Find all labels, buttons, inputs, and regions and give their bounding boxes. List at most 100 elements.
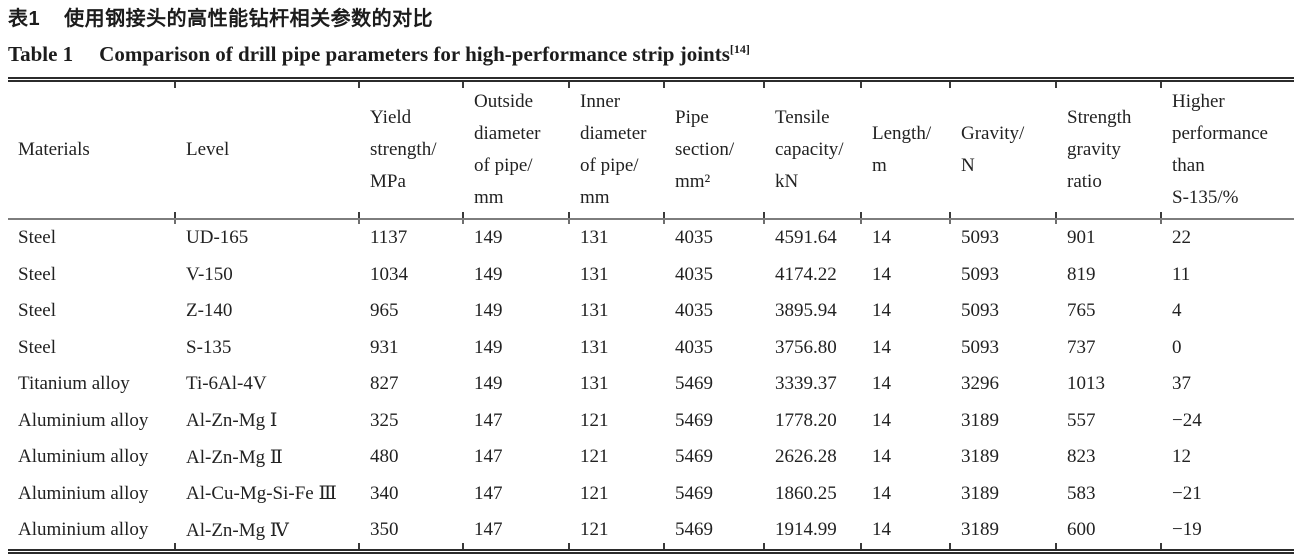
cell-higher-performance: 12 xyxy=(1172,446,1191,468)
header-line: kN xyxy=(775,171,799,192)
header-line: Tensile xyxy=(775,107,830,128)
cell-higher-performance: 37 xyxy=(1172,373,1191,395)
cell-strength-gravity-ratio: 583 xyxy=(1067,482,1096,504)
cell-yield-strength: 965 xyxy=(370,300,399,322)
cell-length: 14 xyxy=(872,409,891,431)
cell-strength-gravity-ratio: 819 xyxy=(1067,263,1096,285)
header-line: Inner xyxy=(580,91,621,112)
cell-higher-performance: 22 xyxy=(1160,219,1294,257)
cell-materials: Steel xyxy=(18,263,56,285)
column-header-higher-performance: Higher performance than S-135/% xyxy=(1160,77,1294,220)
cell-outside-diameter: 149 xyxy=(474,300,503,322)
cell-gravity: 3189 xyxy=(961,409,999,431)
drill-pipe-parameters-table: Materials Level Yield strength/MPa Outside di… xyxy=(8,77,1294,554)
cell-yield-strength: 1034 xyxy=(370,263,408,285)
cell-inner-diameter: 131 xyxy=(580,300,609,322)
cell-length: 14 xyxy=(872,300,891,322)
table-row: Aluminium alloy Al-Cu-Mg-Si-Fe Ⅲ 340 147 121… xyxy=(8,476,1294,513)
table-row: Aluminium alloy Al-Zn-Mg Ⅱ 480 147 121 5469 26… xyxy=(8,439,1294,476)
table-header: Materials Level Yield strength/MPa Outside di… xyxy=(8,77,1294,220)
table-row: Steel Z-140 965 149 131 4035 3895.94 14 5093 765 4 xyxy=(8,293,1294,330)
cell-tensile-capacity: 1778.20 xyxy=(775,409,837,431)
cell-higher-performance: 0 xyxy=(1172,336,1182,358)
cell-yield-strength: 340 xyxy=(370,482,399,504)
cell-length: 14 xyxy=(872,336,891,358)
column-header-materials: Materials xyxy=(8,77,174,220)
cell-outside-diameter: 147 xyxy=(474,482,503,504)
cell-materials: Aluminium alloy xyxy=(18,446,149,468)
cell-higher-performance: 4 xyxy=(1172,300,1182,322)
cell-strength-gravity-ratio: 557 xyxy=(1067,409,1096,431)
header-line: gravity xyxy=(1067,139,1121,160)
cell-materials: Steel xyxy=(18,336,56,358)
cell-pipe-section: 5469 xyxy=(663,512,763,554)
table-row: Steel V-150 1034 149 131 4035 4174.22 14 5093 819… xyxy=(8,257,1294,294)
cell-pipe-section: 5469 xyxy=(675,373,713,395)
cell-level: Ti-6Al-4V xyxy=(186,373,267,395)
column-header-level: Level xyxy=(174,77,358,220)
cell-yield-strength: 480 xyxy=(370,446,399,468)
cell-gravity: 5093 xyxy=(961,263,999,285)
cell-gravity: 3296 xyxy=(961,373,999,395)
header-line: mm xyxy=(474,187,504,208)
header-line: Level xyxy=(186,139,230,160)
table-row: Steel UD-165 1137 149 131 4035 4591.64 14 5093 90… xyxy=(8,219,1294,257)
cell-level: Al-Zn-Mg Ⅱ xyxy=(186,446,283,468)
cell-tensile-capacity: 3339.37 xyxy=(775,373,837,395)
cell-outside-diameter: 147 xyxy=(462,512,568,554)
cell-level: UD-165 xyxy=(174,219,358,257)
cell-gravity: 5093 xyxy=(961,336,999,358)
cell-pipe-section: 4035 xyxy=(663,219,763,257)
cell-pipe-section: 4035 xyxy=(675,263,713,285)
cell-length: 14 xyxy=(872,373,891,395)
cell-level: Z-140 xyxy=(186,300,233,322)
header-line: ratio xyxy=(1067,171,1102,192)
header-line: diameter xyxy=(474,123,541,144)
cell-materials: Aluminium alloy xyxy=(18,482,149,504)
cell-higher-performance: −21 xyxy=(1172,482,1202,504)
header-line: Materials xyxy=(18,139,90,160)
cell-yield-strength: 325 xyxy=(370,409,399,431)
header-row: Materials Level Yield strength/MPa Outside di… xyxy=(8,77,1294,220)
header-line: Length/ xyxy=(872,123,932,144)
header-line: Outside xyxy=(474,91,534,112)
cell-gravity: 3189 xyxy=(961,446,999,468)
header-line: MPa xyxy=(370,171,406,192)
header-line: N xyxy=(961,155,975,176)
cell-tensile-capacity: 3895.94 xyxy=(775,300,837,322)
table-row: Aluminium alloy Al-Zn-Mg Ⅳ 350 147 121 5469 19… xyxy=(8,512,1294,554)
cell-pipe-section: 5469 xyxy=(675,409,713,431)
column-header-yield-strength: Yield strength/MPa xyxy=(358,77,462,220)
cell-materials: Aluminium alloy xyxy=(8,512,174,554)
header-line: section/ xyxy=(675,139,735,160)
table-number-chinese: 表1 xyxy=(8,8,41,30)
header-line: Strength xyxy=(1067,107,1132,128)
citation-reference: [14] xyxy=(729,42,750,56)
cell-length: 14 xyxy=(872,263,891,285)
header-line: S-135/% xyxy=(1172,187,1239,208)
header-line: of pipe/ xyxy=(474,155,533,176)
cell-outside-diameter: 147 xyxy=(474,446,503,468)
cell-tensile-capacity: 4174.22 xyxy=(775,263,837,285)
cell-outside-diameter: 149 xyxy=(474,263,503,285)
cell-tensile-capacity: 1860.25 xyxy=(775,482,837,504)
cell-pipe-section: 5469 xyxy=(675,446,713,468)
header-line: diameter xyxy=(580,123,647,144)
cell-strength-gravity-ratio: 1013 xyxy=(1067,373,1105,395)
header-line: Yield xyxy=(370,107,412,128)
cell-outside-diameter: 149 xyxy=(462,219,568,257)
cell-inner-diameter: 131 xyxy=(580,263,609,285)
header-line: Gravity/ xyxy=(961,123,1025,144)
cell-inner-diameter: 131 xyxy=(580,373,609,395)
cell-outside-diameter: 147 xyxy=(474,409,503,431)
column-header-tensile-capacity: Tensile capacity/kN xyxy=(763,77,860,220)
header-line: than xyxy=(1172,155,1205,176)
cell-yield-strength: 931 xyxy=(370,336,399,358)
cell-inner-diameter: 121 xyxy=(580,409,609,431)
cell-strength-gravity-ratio: 901 xyxy=(1055,219,1160,257)
cell-strength-gravity-ratio: 600 xyxy=(1055,512,1160,554)
cell-materials: Steel xyxy=(18,227,56,249)
column-header-strength-gravity-ratio: Strength gravity ratio xyxy=(1055,77,1160,220)
cell-yield-strength: 827 xyxy=(370,373,399,395)
table-title-chinese: 表1 使用钢接头的高性能钻杆相关参数的对比 xyxy=(8,5,1294,33)
